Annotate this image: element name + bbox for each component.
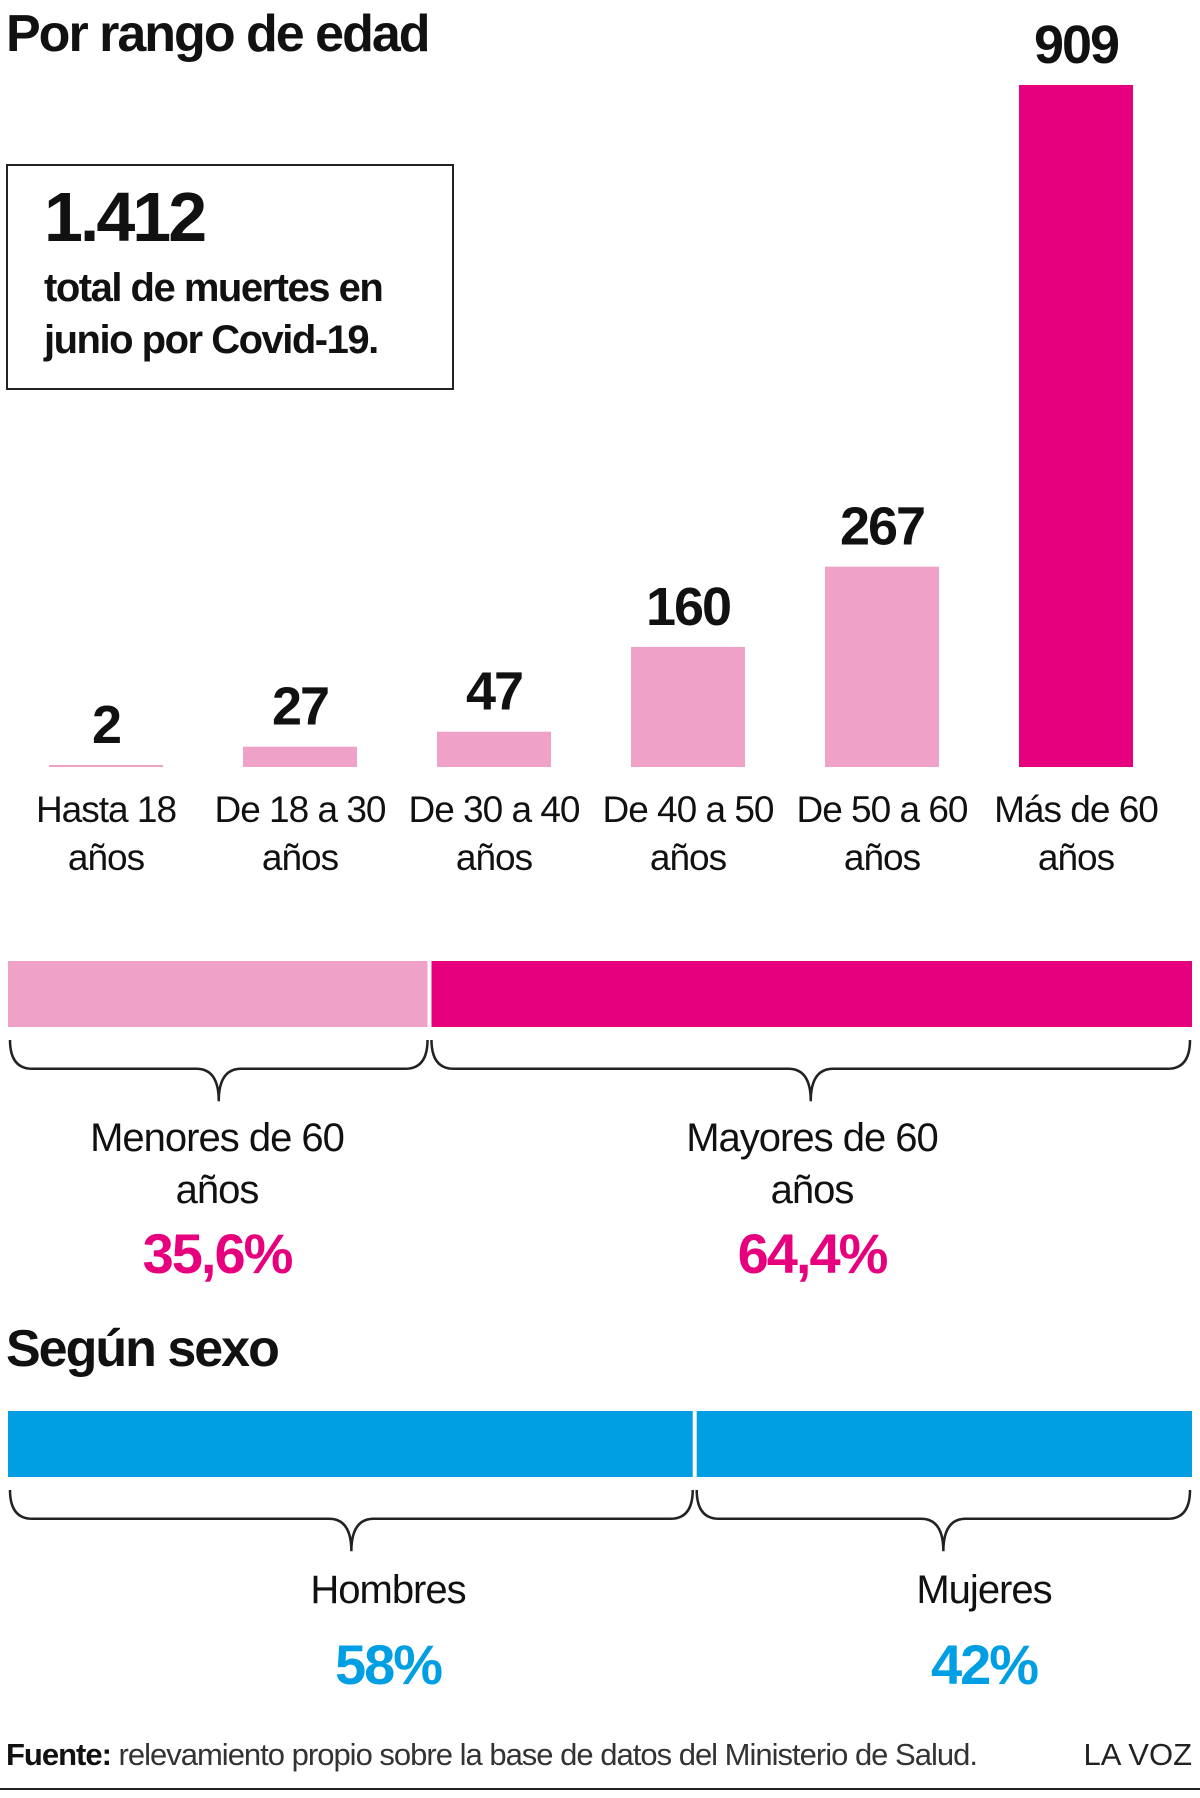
source-prefix: Fuente: <box>6 1737 112 1772</box>
bar-value-label: 27 <box>272 677 328 737</box>
age-section-title: Por rango de edad <box>6 5 431 63</box>
sex-group-brace <box>695 1489 1192 1552</box>
bar-value-label: 267 <box>840 497 924 557</box>
sex-group-pct-women: 42% <box>930 1633 1039 1696</box>
category-label: Hasta 18 años <box>35 789 177 878</box>
bar-value-label: 47 <box>466 662 522 722</box>
sex-group-brace <box>8 1489 694 1552</box>
total-deaths-box: 1.412 total de muertes en junio por Covi… <box>6 164 454 390</box>
total-deaths-number: 1.412 <box>44 178 207 256</box>
category-label: De 30 a 40 años <box>408 789 580 878</box>
age-group-pct-over-60: 64,4% <box>737 1222 889 1285</box>
sex-share-bar-segment <box>696 1411 1192 1477</box>
category-label: De 18 a 30 años <box>214 789 386 878</box>
category-label: De 40 a 50 años <box>602 789 774 878</box>
category-label: De 50 a 60 años <box>796 789 968 878</box>
sex-group-label-women: Mujeres <box>916 1568 1052 1612</box>
bar-value-label: 2 <box>92 695 120 755</box>
sex-section-title: Según sexo <box>6 1320 280 1378</box>
source-text: relevamiento propio sobre la base de dat… <box>110 1737 978 1772</box>
age-bar <box>825 566 939 767</box>
age-group-pct-under-60: 35,6% <box>142 1222 294 1285</box>
bar-value-label: 160 <box>646 577 730 637</box>
age-bar <box>631 646 745 767</box>
age-share-bar-segment <box>431 961 1192 1027</box>
total-deaths-caption: total de muertes en junio por Covid-19. <box>44 266 384 362</box>
brand-logo-text: LA VOZ <box>1083 1737 1192 1772</box>
age-bar <box>49 765 163 767</box>
age-bar <box>1019 85 1133 767</box>
sex-share-bar-segment <box>8 1411 693 1477</box>
footer-divider <box>0 1788 1200 1790</box>
age-group-label-over-60: Mayores de 60 años <box>686 1116 939 1212</box>
age-group-brace <box>8 1039 429 1102</box>
category-label: Más de 60 años <box>994 789 1159 878</box>
bar-value-label: 909 <box>1034 15 1119 75</box>
age-bar <box>437 731 551 767</box>
age-share-bar-segment <box>8 961 428 1027</box>
source-note: Fuente: relevamiento propio sobre la bas… <box>6 1737 978 1773</box>
sex-group-label-men: Hombres <box>310 1568 466 1612</box>
sex-group-pct-men: 58% <box>334 1633 443 1696</box>
age-group-brace <box>430 1039 1192 1102</box>
age-bar <box>243 746 357 767</box>
age-group-label-under-60: Menores de 60 años <box>90 1116 345 1212</box>
